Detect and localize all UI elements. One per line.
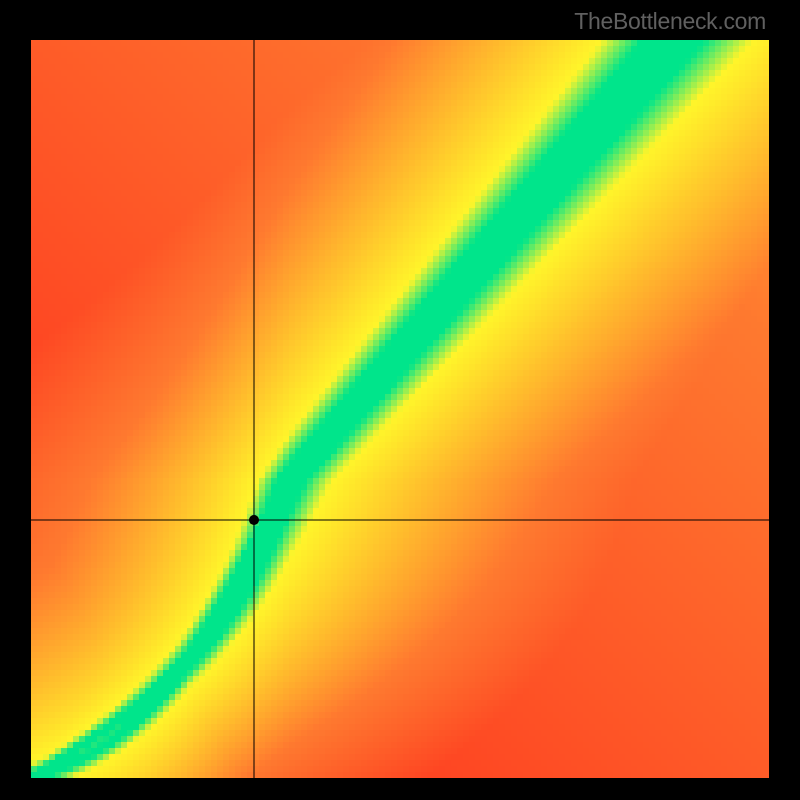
watermark-text: TheBottleneck.com [574, 8, 766, 35]
chart-container: TheBottleneck.com [0, 0, 800, 800]
heatmap-canvas [0, 0, 800, 800]
